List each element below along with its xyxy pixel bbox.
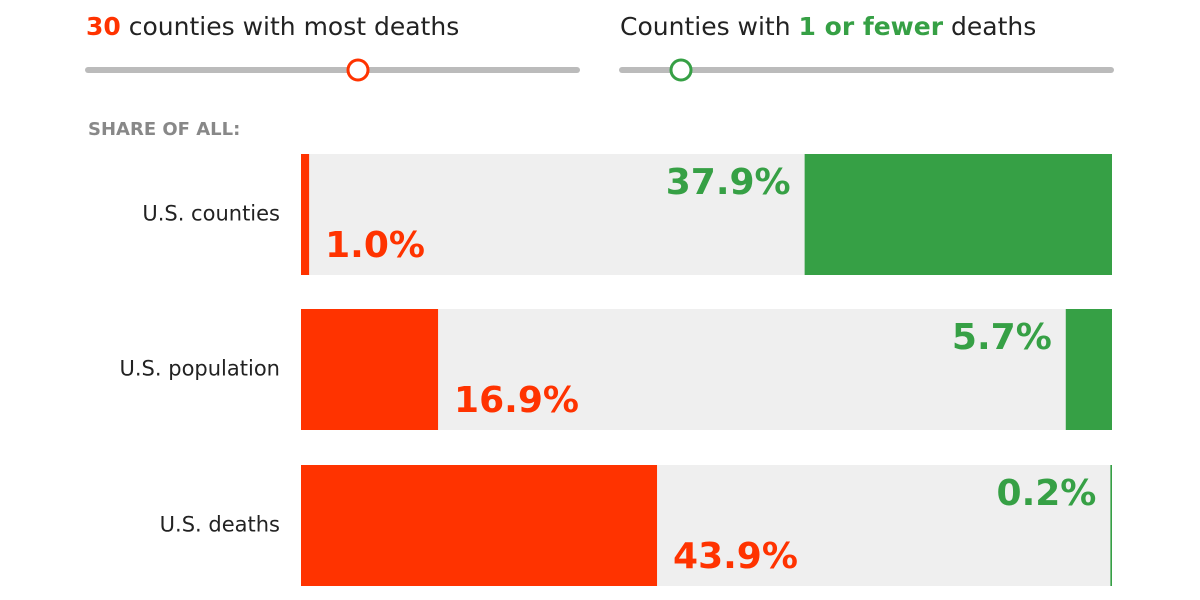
bar (804, 154, 1112, 275)
label-text: Counties with (620, 12, 791, 41)
bar (1065, 309, 1112, 430)
slider-knob[interactable] (346, 58, 370, 82)
value-label: 43.9% (673, 536, 798, 577)
bar (1110, 465, 1112, 586)
row-label: U.S. population (120, 357, 280, 381)
slider-knob[interactable] (669, 58, 693, 82)
value-label: 37.9% (666, 162, 791, 203)
value-label: 5.7% (952, 317, 1052, 358)
slider-label: Counties with 1 or fewer deaths (620, 12, 1036, 41)
row-label: U.S. counties (142, 202, 280, 226)
bar (301, 154, 310, 275)
value-label: 1.0% (325, 225, 425, 266)
slider-label: 30 counties with most deaths (86, 12, 459, 41)
label-text: deaths (951, 12, 1037, 41)
label-text: counties with most deaths (128, 12, 460, 41)
value-label: 16.9% (454, 380, 579, 421)
highlight: 1 or fewer (798, 12, 944, 41)
value-label: 0.2% (997, 473, 1097, 514)
subtitle: SHARE OF ALL: (88, 119, 240, 140)
bar (301, 465, 658, 586)
bar (301, 309, 439, 430)
row-label: U.S. deaths (160, 513, 280, 537)
highlight: 30 (86, 12, 121, 41)
